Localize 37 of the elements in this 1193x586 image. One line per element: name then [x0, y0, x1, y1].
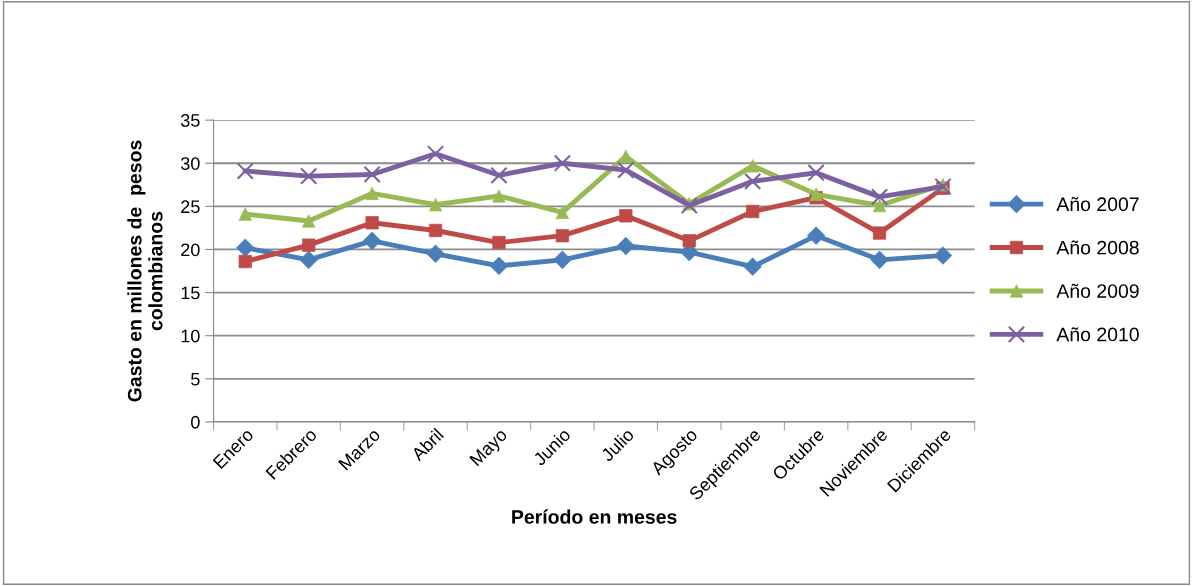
y-tick-label: 30: [180, 157, 200, 170]
legend-label: Año 2009: [1056, 283, 1139, 298]
point: [872, 198, 887, 213]
point: [682, 234, 696, 248]
point: [934, 177, 952, 196]
y-tick-label: 10: [181, 329, 200, 343]
x-axis-title: Período en meses: [512, 509, 677, 524]
point: [746, 204, 760, 219]
y-tick-label: 15: [181, 286, 200, 300]
point: [365, 216, 379, 230]
point: [872, 226, 887, 240]
legend-label: Año 2008: [1056, 240, 1139, 255]
point: [300, 167, 318, 185]
point: [490, 166, 508, 184]
y-tick-label: 5: [191, 372, 200, 386]
point: [870, 188, 889, 206]
point: [744, 172, 762, 191]
point: [426, 145, 445, 163]
legend-label: Año 2010: [1056, 327, 1139, 342]
point: [680, 196, 698, 215]
x-tick-label: Julio: [599, 427, 635, 463]
point: [807, 164, 825, 182]
point: [238, 254, 252, 269]
point: [555, 229, 569, 243]
y-tick-label: 35: [180, 114, 200, 127]
point: [553, 250, 572, 269]
y-tick-label: 25: [181, 200, 200, 214]
point: [616, 236, 636, 256]
point: [236, 162, 254, 180]
y-tick-label: 20: [181, 243, 200, 257]
point: [426, 244, 445, 263]
point: [553, 154, 572, 172]
y-axis-title: Gasto en millones de pesos colombianos: [127, 140, 163, 402]
point: [363, 165, 381, 184]
y-tick-label: 0: [191, 415, 200, 429]
legend-label: Año 2007: [1056, 197, 1139, 212]
point: [617, 161, 635, 179]
